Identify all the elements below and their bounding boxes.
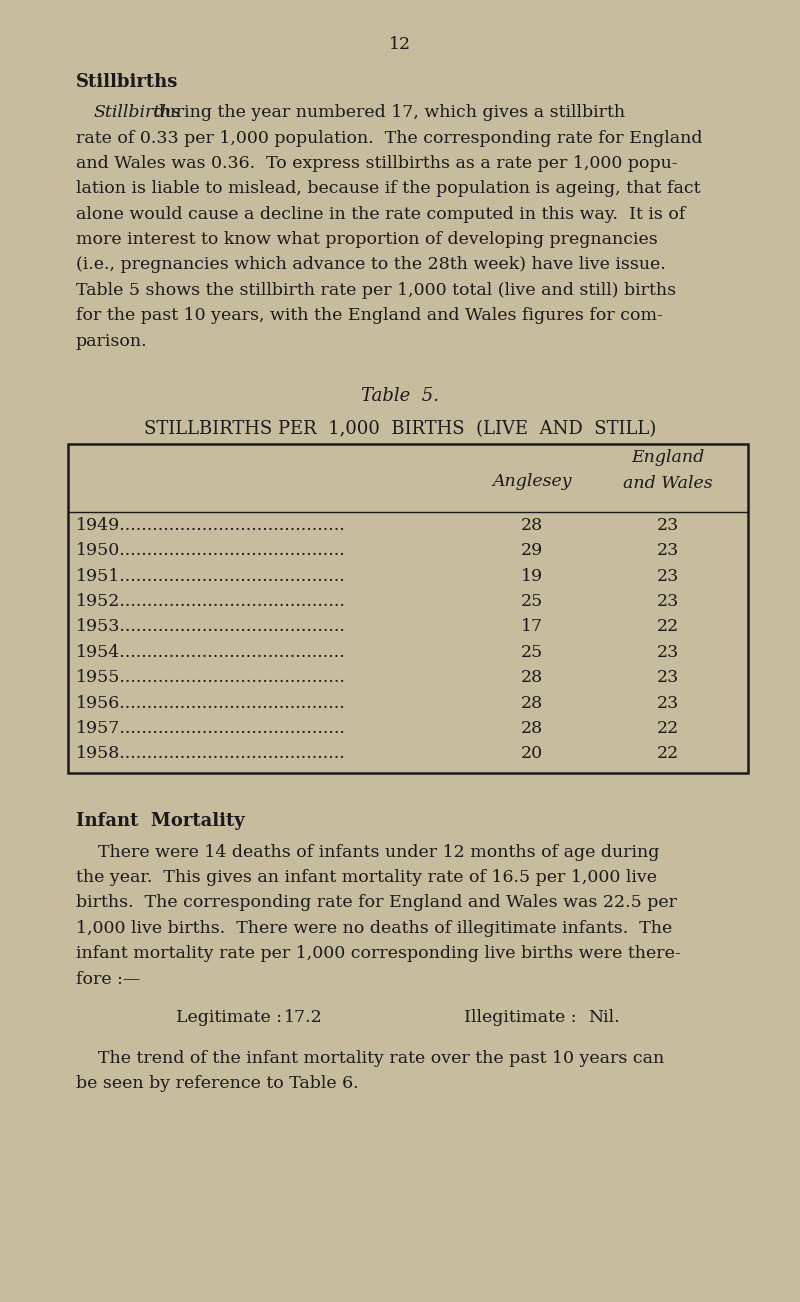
- Text: Nil.: Nil.: [588, 1009, 620, 1026]
- Text: 23: 23: [657, 542, 679, 560]
- Text: Stillbirths: Stillbirths: [94, 104, 181, 121]
- Text: 17.2: 17.2: [284, 1009, 322, 1026]
- Text: 12: 12: [389, 36, 411, 53]
- Text: Anglesey: Anglesey: [492, 473, 572, 490]
- Text: 29: 29: [521, 542, 543, 560]
- Text: 1950.........................................: 1950....................................…: [76, 542, 346, 560]
- Text: 1956.........................................: 1956....................................…: [76, 694, 346, 712]
- Text: England: England: [631, 449, 705, 466]
- Text: 23: 23: [657, 517, 679, 534]
- Text: 17: 17: [521, 618, 543, 635]
- Text: and Wales: and Wales: [623, 474, 713, 492]
- Text: alone would cause a decline in the rate computed in this way.  It is of: alone would cause a decline in the rate …: [76, 206, 686, 223]
- Text: fore :—: fore :—: [76, 970, 140, 988]
- Text: (i.e., pregnancies which advance to the 28th week) have live issue.: (i.e., pregnancies which advance to the …: [76, 256, 666, 273]
- Text: and Wales was 0.36.  To express stillbirths as a rate per 1,000 popu-: and Wales was 0.36. To express stillbirt…: [76, 155, 678, 172]
- Text: 1,000 live births.  There were no deaths of illegitimate infants.  The: 1,000 live births. There were no deaths …: [76, 919, 672, 937]
- Text: 1954.........................................: 1954....................................…: [76, 643, 346, 661]
- Text: more interest to know what proportion of developing pregnancies: more interest to know what proportion of…: [76, 230, 658, 249]
- Text: The trend of the infant mortality rate over the past 10 years can: The trend of the infant mortality rate o…: [76, 1049, 664, 1066]
- Text: 23: 23: [657, 592, 679, 611]
- Text: Legitimate :: Legitimate :: [176, 1009, 282, 1026]
- Text: Stillbirths: Stillbirths: [76, 73, 178, 91]
- Text: 28: 28: [521, 694, 543, 712]
- Text: for the past 10 years, with the England and Wales figures for com-: for the past 10 years, with the England …: [76, 307, 663, 324]
- Text: There were 14 deaths of infants under 12 months of age during: There were 14 deaths of infants under 12…: [76, 844, 659, 861]
- Text: 25: 25: [521, 592, 543, 611]
- Text: 23: 23: [657, 669, 679, 686]
- Text: 28: 28: [521, 669, 543, 686]
- Text: the year.  This gives an infant mortality rate of 16.5 per 1,000 live: the year. This gives an infant mortality…: [76, 868, 657, 887]
- Text: 22: 22: [657, 618, 679, 635]
- Bar: [68, 444, 748, 773]
- Text: 1949.........................................: 1949....................................…: [76, 517, 346, 534]
- Text: 25: 25: [521, 643, 543, 661]
- Text: during the year numbered 17, which gives a stillbirth: during the year numbered 17, which gives…: [148, 104, 625, 121]
- Text: 1951.........................................: 1951....................................…: [76, 568, 346, 585]
- Text: 1955.........................................: 1955....................................…: [76, 669, 346, 686]
- Text: 1958.........................................: 1958....................................…: [76, 745, 346, 763]
- Text: 23: 23: [657, 643, 679, 661]
- Text: births.  The corresponding rate for England and Wales was 22.5 per: births. The corresponding rate for Engla…: [76, 894, 677, 911]
- Text: 22: 22: [657, 745, 679, 763]
- Text: Infant  Mortality: Infant Mortality: [76, 812, 245, 831]
- Text: parison.: parison.: [76, 332, 148, 350]
- Text: 22: 22: [657, 720, 679, 737]
- Text: Illegitimate :: Illegitimate :: [464, 1009, 577, 1026]
- Text: Table 5 shows the stillbirth rate per 1,000 total (live and still) births: Table 5 shows the stillbirth rate per 1,…: [76, 281, 676, 299]
- Text: 1952.........................................: 1952....................................…: [76, 592, 346, 611]
- Text: 23: 23: [657, 568, 679, 585]
- Text: STILLBIRTHS PER  1,000  BIRTHS  (LIVE  AND  STILL): STILLBIRTHS PER 1,000 BIRTHS (LIVE AND S…: [144, 421, 656, 439]
- Text: 1957.........................................: 1957....................................…: [76, 720, 346, 737]
- Text: infant mortality rate per 1,000 corresponding live births were there-: infant mortality rate per 1,000 correspo…: [76, 945, 681, 962]
- Text: 28: 28: [521, 517, 543, 534]
- Text: Table  5.: Table 5.: [361, 387, 439, 405]
- Text: lation is liable to mislead, because if the population is ageing, that fact: lation is liable to mislead, because if …: [76, 180, 701, 198]
- Text: rate of 0.33 per 1,000 population.  The corresponding rate for England: rate of 0.33 per 1,000 population. The c…: [76, 130, 702, 147]
- Text: 19: 19: [521, 568, 543, 585]
- Text: be seen by reference to Table 6.: be seen by reference to Table 6.: [76, 1075, 358, 1092]
- Text: 28: 28: [521, 720, 543, 737]
- Text: 1953.........................................: 1953....................................…: [76, 618, 346, 635]
- Text: 23: 23: [657, 694, 679, 712]
- Text: 20: 20: [521, 745, 543, 763]
